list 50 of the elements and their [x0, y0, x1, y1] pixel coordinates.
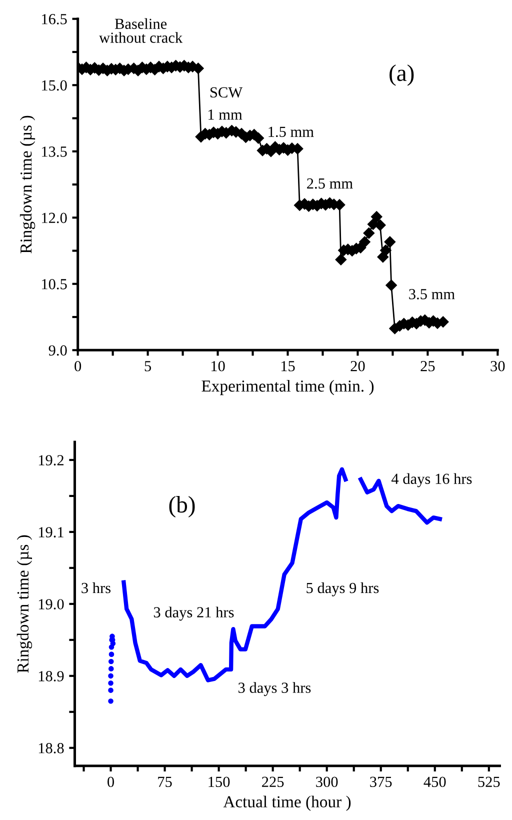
x-tick-label: 525: [478, 776, 500, 788]
y-tick-label: 13.5: [42, 146, 67, 157]
x-tick-label: 300: [316, 776, 338, 788]
x-tick-label: 375: [370, 776, 392, 788]
y-tick-label: 10.5: [42, 279, 67, 290]
annotation: 1 mm: [208, 110, 242, 120]
point: [108, 666, 114, 672]
x-tick-label: 75: [158, 776, 172, 788]
x-axis-title: Experimental time (min. ): [202, 380, 374, 396]
x-tick-label: 5: [144, 361, 152, 372]
point: [108, 652, 114, 657]
point: [108, 688, 114, 693]
y-tick-label: 19.1: [38, 527, 64, 538]
annotation: SCW: [210, 87, 243, 98]
y-tick-label: 16.5: [42, 14, 67, 24]
annotation: 2.5 mm: [307, 178, 353, 189]
text: (b): [169, 496, 195, 518]
x-axis-title: Actual time (hour ): [223, 796, 351, 811]
y-tick-label: 18.9: [38, 671, 64, 682]
point: [108, 673, 114, 679]
annotation: 3.5 mm: [409, 289, 455, 300]
y-tick-label: 19.0: [38, 599, 64, 610]
annotation: 3 days 21 hrs: [154, 606, 234, 621]
annotation: 4 days 16 hrs: [391, 473, 472, 488]
y-tick-label: 9.0: [48, 345, 67, 356]
x-tick-label: 30: [490, 361, 505, 372]
annotation: 1.5 mm: [268, 126, 314, 138]
annotation: 3 hrs: [82, 582, 111, 594]
y-tick-label: 19.2: [38, 455, 64, 466]
x-tick-label: 10: [211, 361, 225, 372]
y-tick-label: 12.0: [42, 212, 67, 224]
point: [108, 680, 114, 686]
x-tick-label: 450: [424, 776, 446, 788]
x-tick-label: 150: [208, 776, 230, 788]
point: [108, 658, 114, 664]
x-tick-label: 0: [108, 776, 114, 788]
annotation: Baseline without crack: [99, 18, 183, 43]
annotation: 3 days 3 hrs: [238, 682, 311, 696]
annotation: 5 days 9 hrs: [306, 582, 379, 596]
y-tick-label: 18.8: [38, 743, 64, 754]
text: (a): [390, 64, 414, 86]
x-tick-label: 20: [350, 361, 365, 372]
x-tick-label: 225: [262, 776, 284, 788]
x-tick-label: 0: [74, 361, 82, 372]
y-axis-title: Ringdown time (µs ): [20, 116, 36, 254]
x-tick-label: 15: [281, 361, 295, 372]
x-tick-label: 25: [420, 361, 435, 372]
point: [108, 698, 114, 704]
y-axis-title: Ringdown time (µs ): [16, 535, 32, 673]
y-tick-label: 15.0: [42, 80, 67, 91]
